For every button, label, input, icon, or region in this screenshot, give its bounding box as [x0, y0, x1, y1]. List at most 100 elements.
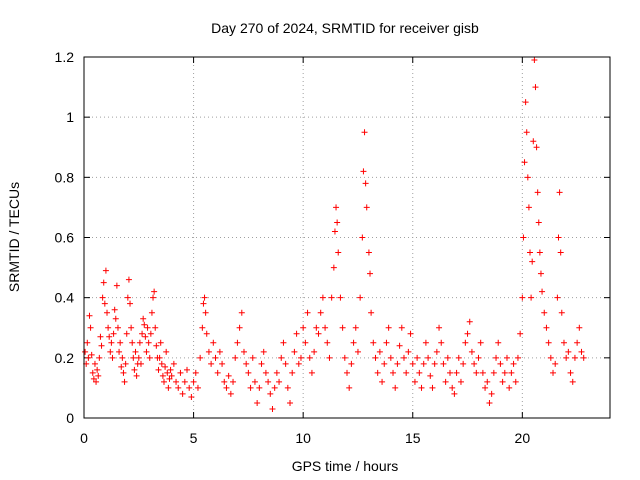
data-point	[117, 339, 124, 346]
data-point	[144, 324, 151, 331]
data-point	[493, 354, 500, 361]
data-point	[146, 354, 153, 361]
data-point	[148, 309, 155, 316]
data-point	[130, 354, 137, 361]
data-point	[444, 354, 451, 361]
data-point	[385, 324, 392, 331]
data-point	[308, 369, 315, 376]
data-point	[120, 369, 127, 376]
data-points	[82, 57, 587, 412]
data-point	[552, 360, 559, 367]
data-point	[163, 348, 170, 355]
x-tick-label: 20	[515, 430, 531, 446]
data-point	[436, 324, 443, 331]
data-point	[181, 378, 188, 385]
data-point	[119, 354, 126, 361]
data-point	[156, 354, 163, 361]
data-point	[422, 339, 429, 346]
data-point	[216, 348, 223, 355]
data-point	[580, 354, 587, 361]
data-point	[352, 324, 359, 331]
data-point	[210, 339, 217, 346]
data-point	[188, 393, 195, 400]
data-point	[550, 369, 557, 376]
data-point	[105, 324, 112, 331]
data-point	[276, 378, 283, 385]
data-point	[87, 324, 94, 331]
data-point	[557, 249, 564, 256]
x-axis-label: GPS time / hours	[292, 458, 399, 474]
data-point	[133, 372, 140, 379]
data-point	[203, 330, 210, 337]
data-point	[88, 351, 95, 358]
data-point	[256, 384, 263, 391]
data-point	[106, 333, 113, 340]
data-point	[381, 360, 388, 367]
data-point	[433, 348, 440, 355]
data-point	[243, 360, 250, 367]
data-point	[284, 384, 291, 391]
data-point	[460, 360, 467, 367]
data-point	[165, 384, 172, 391]
data-point	[197, 354, 204, 361]
data-point	[521, 159, 528, 166]
data-point	[367, 270, 374, 277]
data-point	[520, 234, 527, 241]
data-point	[354, 348, 361, 355]
data-point	[192, 369, 199, 376]
data-point	[556, 189, 563, 196]
data-point	[282, 360, 289, 367]
data-point	[334, 219, 341, 226]
data-point	[409, 360, 416, 367]
data-point	[249, 354, 256, 361]
data-point	[118, 363, 125, 370]
data-point	[94, 366, 101, 373]
data-point	[574, 339, 581, 346]
data-point	[543, 324, 550, 331]
data-point	[322, 324, 329, 331]
data-point	[258, 360, 265, 367]
data-point	[271, 384, 278, 391]
data-point	[569, 378, 576, 385]
data-point	[99, 294, 106, 301]
data-point	[539, 288, 546, 295]
data-point	[157, 339, 164, 346]
data-point	[420, 360, 427, 367]
data-point	[179, 390, 186, 397]
data-point	[471, 360, 478, 367]
data-point	[304, 309, 311, 316]
data-point	[370, 339, 377, 346]
data-point	[411, 378, 418, 385]
data-point	[524, 174, 531, 181]
data-point	[173, 378, 180, 385]
data-point	[175, 384, 182, 391]
data-point	[361, 129, 368, 136]
y-tick-label: 0.2	[55, 350, 75, 366]
data-point	[523, 129, 530, 136]
data-point	[348, 360, 355, 367]
x-tick-label: 10	[295, 430, 311, 446]
data-point	[104, 309, 111, 316]
data-point	[153, 342, 160, 349]
data-point	[114, 324, 121, 331]
x-tick-label: 15	[405, 430, 421, 446]
data-point	[145, 339, 152, 346]
data-point	[416, 369, 423, 376]
data-point	[297, 354, 304, 361]
data-point	[517, 330, 524, 337]
data-point	[554, 294, 561, 301]
data-point	[528, 294, 535, 301]
data-point	[143, 348, 150, 355]
data-point	[147, 330, 154, 337]
data-point	[291, 348, 298, 355]
data-point	[537, 270, 544, 277]
data-point	[155, 366, 162, 373]
data-point	[535, 219, 542, 226]
data-point	[208, 360, 215, 367]
data-point	[335, 249, 342, 256]
data-point	[97, 333, 104, 340]
data-point	[326, 354, 333, 361]
data-point	[236, 324, 243, 331]
data-point	[201, 294, 208, 301]
data-point	[109, 354, 116, 361]
